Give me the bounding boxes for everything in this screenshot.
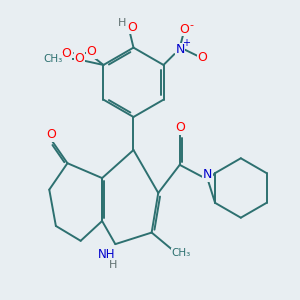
Text: O: O bbox=[61, 46, 71, 60]
Text: O: O bbox=[75, 52, 85, 65]
Text: N: N bbox=[203, 168, 212, 181]
Text: H: H bbox=[118, 18, 126, 28]
Text: NH: NH bbox=[98, 248, 116, 261]
Text: O: O bbox=[175, 122, 185, 134]
Text: O: O bbox=[179, 23, 189, 36]
Text: O: O bbox=[197, 51, 207, 64]
Text: O: O bbox=[87, 45, 97, 58]
Text: H: H bbox=[109, 260, 117, 270]
Text: CH₃: CH₃ bbox=[171, 248, 190, 258]
Text: -: - bbox=[190, 20, 194, 30]
Text: CH₃: CH₃ bbox=[44, 54, 63, 64]
Text: O: O bbox=[127, 21, 137, 34]
Text: +: + bbox=[182, 38, 190, 48]
Text: N: N bbox=[175, 43, 185, 56]
Text: O: O bbox=[46, 128, 56, 141]
